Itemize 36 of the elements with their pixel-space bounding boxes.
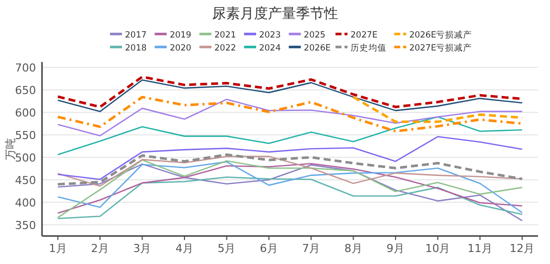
legend-label: 2019 (170, 30, 192, 40)
y-tick-label: 650 (15, 84, 36, 97)
y-tick-label: 500 (15, 151, 36, 164)
x-tick-label: 8月 (344, 242, 362, 255)
legend-label: 2024 (259, 44, 281, 54)
y-tick-label: 450 (15, 174, 36, 187)
legend-label: 2023 (259, 30, 281, 40)
y-tick-label: 350 (15, 218, 36, 232)
x-tick-label: 4月 (175, 242, 194, 255)
y-tick-label: 700 (15, 61, 36, 74)
x-tick-label: 10月 (425, 242, 450, 255)
x-tick-label: 11月 (467, 242, 492, 255)
x-tick-label: 7月 (302, 242, 320, 255)
legend-label: 2027E (350, 30, 378, 40)
y-axis-title: 万吨 (4, 138, 17, 160)
x-tick-label: 9月 (386, 242, 405, 255)
x-tick-label: 2月 (91, 242, 110, 255)
legend-label: 2018 (125, 44, 147, 54)
legend-label: 2027E亏损减产 (409, 42, 472, 54)
x-tick-label: 12月 (510, 242, 535, 255)
y-tick-label: 550 (15, 128, 36, 142)
legend-label: 历史均值 (350, 42, 386, 54)
y-tick-label: 600 (15, 106, 36, 120)
legend-label: 2017 (125, 30, 147, 40)
legend-label: 2022 (214, 44, 236, 54)
legend-label: 2021 (214, 30, 236, 40)
x-tick-label: 6月 (260, 242, 278, 255)
legend-label: 2026E亏损减产 (409, 30, 472, 40)
legend-label: 2026E (304, 44, 331, 54)
x-tick-label: 3月 (133, 242, 152, 255)
x-tick-label: 5月 (218, 242, 236, 255)
legend-label: 2020 (170, 44, 192, 54)
chart-title: 尿素月度产量季节性 (212, 6, 338, 22)
legend-label: 2025 (304, 30, 326, 40)
x-tick-label: 1月 (48, 242, 67, 255)
y-tick-label: 400 (15, 196, 36, 210)
